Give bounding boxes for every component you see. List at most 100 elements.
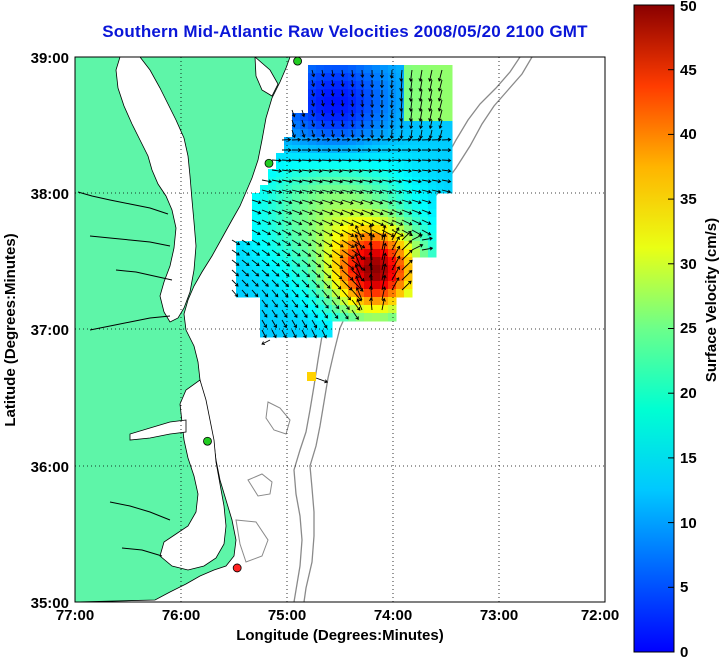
velocity-arrow: [261, 289, 269, 298]
velocity-arrow: [361, 148, 372, 153]
velocity-arrow: [291, 269, 300, 277]
velocity-cell: [292, 305, 301, 314]
velocity-cell: [316, 145, 325, 154]
velocity-cell: [380, 257, 389, 266]
velocity-cell: [308, 289, 317, 298]
velocity-arrow: [399, 79, 404, 92]
velocity-cell: [324, 257, 333, 266]
velocity-cell: [300, 273, 309, 282]
velocity-cell: [364, 89, 373, 98]
velocity-cell: [356, 73, 365, 82]
velocity-cell: [308, 297, 317, 306]
velocity-cell: [444, 113, 453, 122]
velocity-cell: [404, 201, 413, 210]
velocity-cell: [308, 313, 317, 322]
velocity-cell: [428, 209, 437, 218]
velocity-arrow: [381, 224, 387, 241]
velocity-arrow: [271, 168, 283, 173]
velocity-cell: [324, 81, 333, 90]
colorbar: 0 5 10 15 20 25 30 35 40 45 50 Surface V…: [633, 0, 720, 659]
velocity-arrow: [321, 148, 332, 153]
velocity-cell: [276, 161, 285, 170]
velocity-cell: [340, 81, 349, 90]
velocity-arrow: [331, 309, 339, 319]
velocity-cell: [348, 113, 357, 122]
velocity-cell: [348, 193, 357, 202]
velocity-cell: [348, 177, 357, 186]
velocity-cell: [268, 241, 277, 250]
velocity-cell: [348, 297, 357, 306]
velocity-arrow: [311, 129, 316, 138]
velocity-arrow: [271, 329, 277, 339]
velocity-cell: [404, 89, 413, 98]
velocity-arrow: [391, 168, 403, 173]
velocity-cell: [364, 225, 373, 234]
velocity-cell: [356, 121, 365, 130]
velocity-cell: [284, 193, 293, 202]
velocity-cell: [292, 329, 301, 338]
velocity-cell: [428, 225, 437, 234]
velocity-arrow: [389, 99, 394, 109]
velocity-cell: [292, 161, 301, 170]
velocity-arrow: [411, 179, 422, 184]
velocity-arrow: [321, 259, 333, 269]
velocity-arrow: [371, 158, 383, 163]
velocity-cell: [316, 121, 325, 130]
velocity-vectors: [231, 69, 452, 384]
x-axis-label: Longitude (Degrees:Minutes): [236, 627, 444, 644]
velocity-cell: [324, 313, 333, 322]
velocity-cell: [428, 145, 437, 154]
velocity-cell: [332, 185, 341, 194]
velocity-cell: [436, 161, 445, 170]
velocity-cell: [380, 73, 389, 82]
velocity-cell: [284, 169, 293, 178]
velocity-cell: [308, 73, 317, 82]
velocity-cell: [364, 113, 373, 122]
velocity-cell: [332, 265, 341, 274]
velocity-arrow: [311, 169, 323, 174]
velocity-cell: [372, 105, 381, 114]
velocity-arrow: [311, 299, 319, 309]
velocity-cell: [356, 265, 365, 274]
velocity-cell: [332, 233, 341, 242]
velocity-cell: [308, 305, 317, 314]
velocity-cell: [284, 233, 293, 242]
y-tick-label: 36:00: [31, 459, 69, 476]
velocity-arrow: [281, 259, 291, 267]
velocity-arrow: [281, 239, 292, 246]
velocity-cell: [444, 129, 453, 138]
velocity-arrow: [321, 129, 326, 138]
velocity-cell: [404, 225, 413, 234]
velocity-cell: [324, 289, 333, 298]
velocity-arrow: [351, 209, 364, 216]
velocity-arrow: [331, 169, 343, 174]
velocity-cell: [292, 129, 301, 138]
velocity-cell: [396, 193, 405, 202]
velocity-arrow: [437, 109, 443, 122]
velocity-arrow: [261, 279, 269, 287]
velocity-arrow: [350, 79, 355, 88]
velocity-arrow: [321, 289, 330, 299]
velocity-cell: [356, 249, 365, 258]
velocity-cell: [284, 265, 293, 274]
velocity-cell: [308, 321, 317, 330]
velocity-arrow: [391, 209, 403, 215]
velocity-cell: [388, 257, 397, 266]
velocity-cell: [300, 305, 309, 314]
velocity-cell: [292, 121, 301, 130]
velocity-cell: [444, 81, 453, 90]
velocity-cell: [316, 305, 325, 314]
velocity-arrow: [441, 137, 452, 142]
velocity-arrow: [330, 79, 335, 88]
velocity-arrow: [301, 199, 314, 205]
velocity-arrow: [231, 249, 240, 256]
velocity-arrow: [370, 119, 375, 129]
velocity-arrow: [428, 129, 433, 140]
velocity-arrow: [368, 241, 373, 261]
velocity-cell: [428, 185, 437, 194]
velocity-cell: [340, 153, 349, 162]
velocity-cell: [380, 153, 389, 162]
velocity-arrow: [355, 225, 363, 241]
velocity-cell: [276, 289, 285, 298]
velocity-cell: [292, 289, 301, 298]
